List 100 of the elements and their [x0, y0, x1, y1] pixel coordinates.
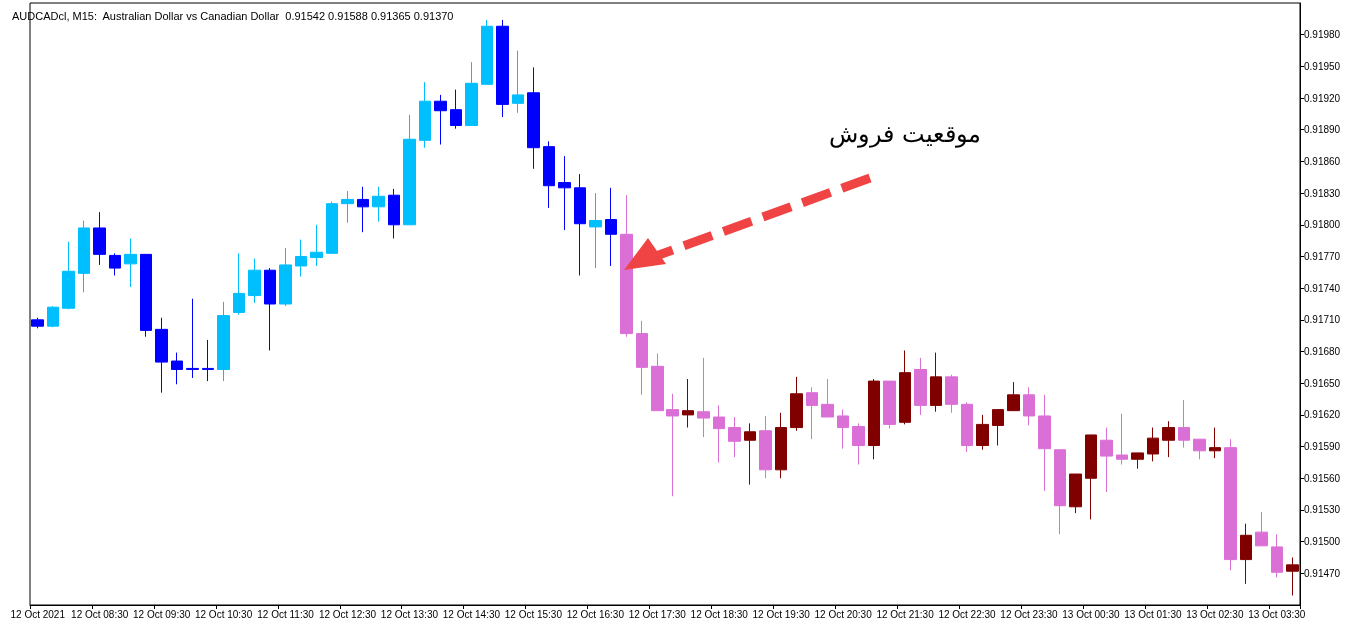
candlestick: [419, 81, 431, 149]
candlestick: [759, 415, 772, 479]
candlestick: [372, 186, 385, 223]
candlestick: [1271, 533, 1283, 579]
candlestick: [47, 305, 59, 328]
candlestick: [775, 412, 787, 479]
candlestick: [233, 252, 245, 316]
candlestick: [806, 386, 818, 440]
candlestick: [883, 380, 896, 430]
x-tick-label: 12 Oct 2021: [10, 608, 66, 620]
candlestick: [1209, 427, 1221, 459]
y-tick-label: 0.91530: [1304, 504, 1341, 516]
y-tick-label: 0.91830: [1304, 187, 1341, 199]
candlestick: [310, 224, 323, 267]
y-tick-label: 0.91860: [1304, 155, 1341, 167]
y-tick-label: 0.91740: [1304, 282, 1341, 294]
x-tick-label: 12 Oct 22:30: [938, 608, 997, 620]
candlestick: [821, 378, 834, 418]
candlestick: [264, 267, 276, 351]
x-tick-label: 12 Oct 10:30: [194, 608, 253, 620]
y-tick-label: 0.91800: [1304, 219, 1341, 231]
annotation: موقعیت فروش: [828, 120, 982, 148]
candlestick: [357, 186, 369, 233]
x-tick-label: 12 Oct 18:30: [690, 608, 749, 620]
candlestick: [605, 187, 617, 267]
candlestick: [1240, 523, 1252, 585]
candlestick: [31, 317, 44, 329]
candlestick: [620, 194, 633, 338]
candlestick: [790, 376, 803, 432]
candlestick: [914, 357, 927, 416]
candlestick: [682, 378, 694, 429]
candlestick: [155, 317, 168, 394]
candlestick: [930, 352, 942, 413]
x-tick-label: 13 Oct 03:30: [1248, 608, 1306, 620]
y-tick-label: 0.91710: [1304, 314, 1341, 326]
x-tick-label: 12 Oct 08:30: [71, 608, 129, 620]
candlestick: [1100, 427, 1113, 493]
candlestick: [837, 409, 849, 450]
y-tick-label: 0.91560: [1304, 472, 1341, 484]
candlestick: [589, 192, 602, 269]
candlestick: [1007, 381, 1020, 412]
candlestick: [140, 253, 152, 338]
x-tick-label: 12 Oct 12:30: [318, 608, 377, 620]
y-tick-label: 0.91500: [1304, 536, 1341, 548]
candlestick: [481, 19, 493, 85]
candlestick: [78, 220, 90, 293]
candlestick: [217, 301, 230, 382]
candlestick: [744, 422, 756, 486]
candlestick: [403, 114, 416, 226]
candlestick: [295, 239, 307, 278]
y-tick-label: 0.91590: [1304, 441, 1341, 453]
candlestick: [992, 409, 1004, 447]
y-tick-label: 0.91920: [1304, 92, 1341, 104]
candlestick: [1116, 413, 1128, 466]
candlestick: [558, 155, 571, 231]
candlestick: [124, 238, 137, 288]
candlestick: [976, 414, 989, 451]
candlestick: [899, 349, 911, 425]
candlestick: [651, 353, 664, 412]
candlestick: [697, 357, 710, 438]
x-tick-label: 12 Oct 19:30: [752, 608, 811, 620]
y-tick-label: 0.91470: [1304, 567, 1341, 579]
y-tick-label: 0.91650: [1304, 377, 1341, 389]
candlestick: [1162, 420, 1175, 458]
x-tick-label: 12 Oct 20:30: [814, 608, 873, 620]
candlestick: [868, 378, 880, 460]
candlestick: [666, 393, 679, 497]
x-tick-label: 12 Oct 23:30: [1000, 608, 1059, 620]
candlestick: [341, 190, 354, 224]
x-tick-label: 12 Oct 21:30: [876, 608, 935, 620]
candlestick: [202, 339, 214, 382]
x-tick-label: 12 Oct 14:30: [442, 608, 501, 620]
candlestick: [496, 19, 509, 118]
candlestick: [1131, 452, 1144, 470]
candlestick: [527, 66, 540, 170]
candlestick: [1069, 473, 1082, 514]
candlestick: [171, 352, 183, 385]
candlestick: [248, 258, 261, 304]
candlestick: [961, 401, 973, 453]
candlestick: [450, 89, 462, 130]
x-tick-label: 13 Oct 00:30: [1062, 608, 1120, 620]
candlestick: [852, 422, 865, 466]
candlestick: [279, 247, 292, 307]
y-tick-label: 0.91980: [1304, 29, 1341, 41]
text: AUDCADcl, M15: Australian Dollar vs Canadian Dollar 0.91542 0.91588 0.91365 0.91370: [12, 9, 454, 22]
candlestick: [574, 173, 586, 276]
candlestick: [388, 188, 400, 240]
candlestick: [713, 404, 725, 463]
candlestick: [1038, 394, 1051, 492]
candlestick: [1224, 438, 1237, 571]
y-tick-label: 0.91620: [1304, 409, 1341, 421]
y-tick-label: 0.91890: [1304, 124, 1341, 136]
y-tick-label: 0.91770: [1304, 250, 1341, 262]
candlestick: [1255, 511, 1268, 547]
candlestick: [93, 211, 106, 266]
candlestick: [1178, 399, 1190, 449]
candlestick: [326, 201, 338, 254]
candlestick: [1193, 438, 1206, 460]
candlestick: [465, 61, 478, 127]
candlestick: [945, 374, 958, 414]
